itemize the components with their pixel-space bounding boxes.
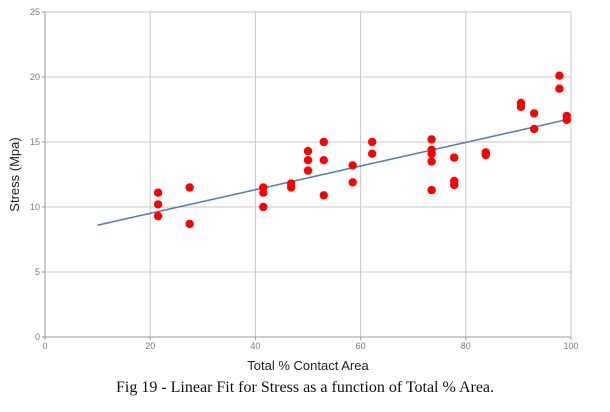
x-tick-label: 20 [145, 341, 155, 351]
y-tick-label: 0 [35, 332, 40, 342]
data-point [348, 161, 357, 170]
y-tick-label: 20 [30, 72, 40, 82]
data-point [259, 202, 268, 212]
data-point [348, 178, 357, 187]
y-tick-label: 25 [30, 7, 40, 17]
data-point [529, 124, 539, 134]
data-point [555, 71, 564, 80]
data-point [153, 200, 163, 209]
grid-lines [45, 11, 572, 337]
data-point [153, 188, 163, 197]
y-tick-label: 5 [35, 267, 40, 277]
y-tick-label: 15 [30, 137, 40, 147]
x-tick-label: 80 [461, 341, 471, 351]
x-tick-label: 100 [563, 341, 578, 351]
data-point [562, 115, 571, 125]
x-tick-label: 40 [250, 341, 260, 351]
figure-caption: Fig 19 - Linear Fit for Stress as a func… [115, 379, 495, 396]
data-point [319, 137, 328, 147]
data-point [319, 156, 328, 165]
data-point [555, 84, 564, 93]
data-point [427, 157, 436, 166]
data-point [427, 185, 436, 195]
y-tick-label: 10 [30, 202, 40, 212]
data-points [153, 71, 571, 229]
fit-line-group [97, 119, 566, 226]
scatter-chart: 0 20 40 60 80 100 0 5 10 15 20 25 Total % Contact A… [7, 7, 579, 373]
y-axis-title: Stress (Mpa) [7, 137, 22, 211]
data-point [367, 149, 377, 158]
data-point [153, 211, 163, 221]
data-point [303, 166, 313, 175]
data-point [427, 149, 436, 158]
data-point [450, 153, 459, 162]
tick-labels: 0 20 40 60 80 100 0 5 10 15 20 25 [30, 7, 579, 351]
x-axis-title: Total % Contact Area [247, 358, 369, 373]
data-point [286, 183, 296, 192]
data-point [259, 188, 268, 197]
linear-fit-line [97, 119, 566, 226]
data-point [303, 156, 313, 165]
data-point [529, 109, 539, 118]
data-point [481, 150, 490, 160]
x-tick-label: 0 [42, 341, 47, 351]
x-tick-label: 60 [356, 341, 366, 351]
data-point [185, 183, 194, 192]
data-point [450, 180, 459, 190]
data-point [303, 146, 313, 156]
data-point [319, 191, 328, 200]
data-point [516, 102, 526, 112]
data-point [427, 135, 436, 144]
data-point [185, 219, 194, 229]
data-point [367, 137, 377, 147]
axes [44, 12, 571, 338]
